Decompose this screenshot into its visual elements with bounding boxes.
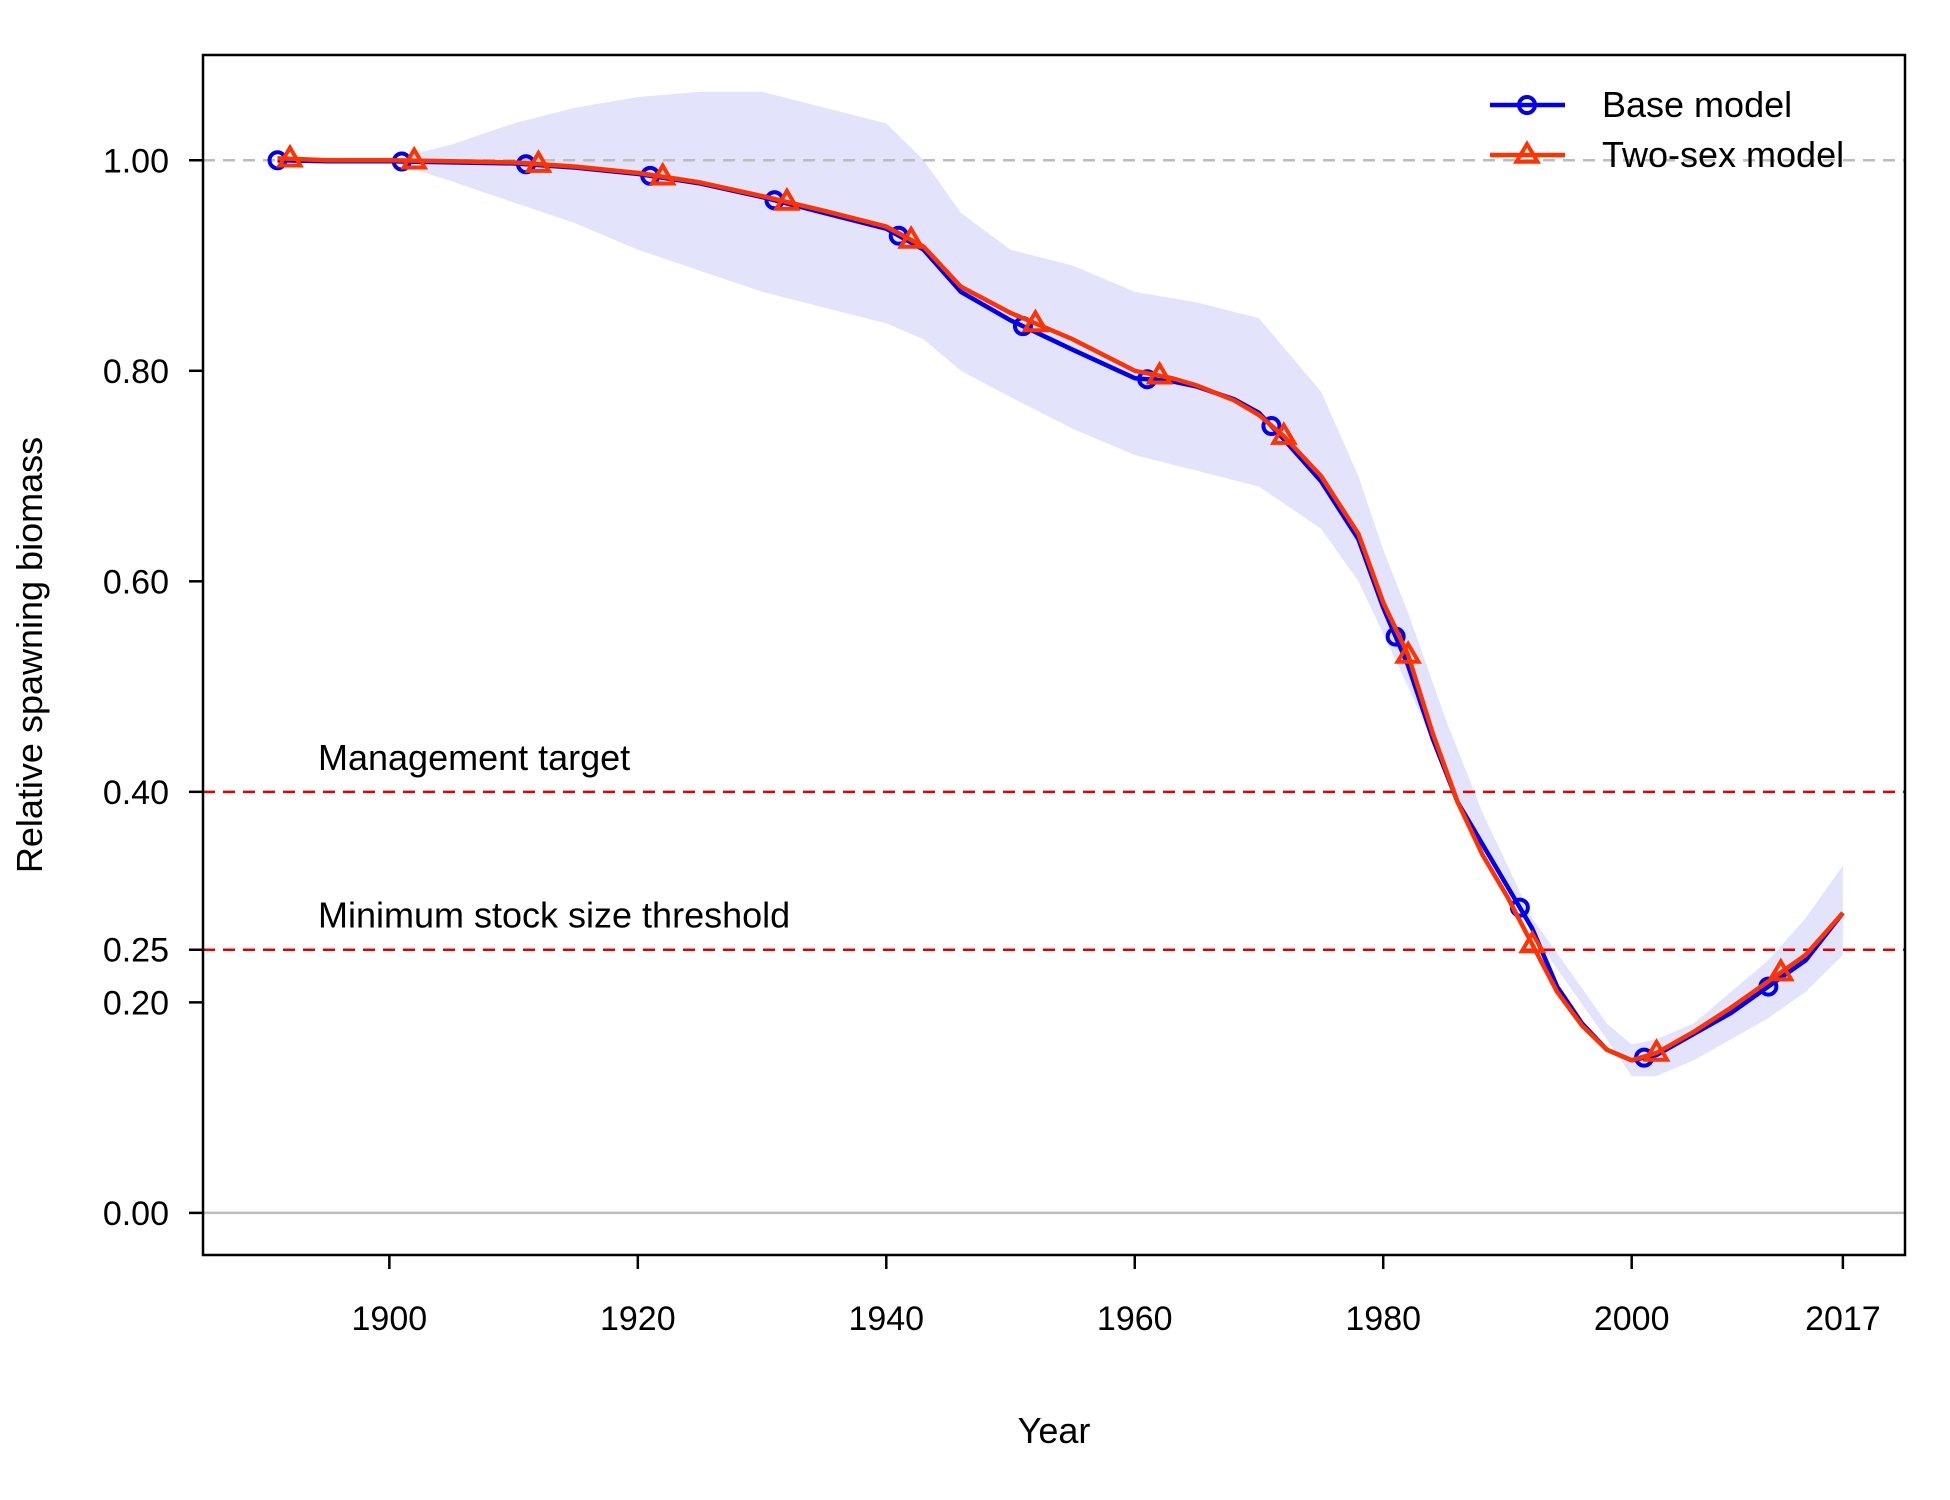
y-tick-label: 0.00 bbox=[103, 1195, 169, 1233]
plot-frame bbox=[201, 53, 1907, 1257]
x-tick-label: 1900 bbox=[352, 1300, 428, 1338]
series-point bbox=[648, 161, 677, 186]
x-tick-label: 1940 bbox=[848, 1300, 924, 1338]
x-axis-title: Year bbox=[1018, 1410, 1091, 1451]
series-1 bbox=[275, 143, 1845, 1063]
series-point bbox=[275, 143, 304, 168]
y-tick-label: 1.00 bbox=[103, 142, 169, 180]
legend: Base model Two-sex model bbox=[1490, 84, 1844, 175]
legend-item: Base model bbox=[1490, 84, 1792, 125]
y-tick-label: 0.60 bbox=[103, 563, 169, 601]
x-tick-label: 1960 bbox=[1097, 1300, 1173, 1338]
legend-item: Two-sex model bbox=[1490, 134, 1844, 175]
series-point bbox=[1518, 929, 1547, 954]
series-point bbox=[1269, 421, 1298, 445]
legend-marker bbox=[1512, 140, 1542, 164]
reference-line-label: Management target bbox=[318, 737, 630, 778]
legend-label: Base model bbox=[1602, 84, 1792, 125]
series-layer bbox=[267, 143, 1845, 1068]
series-point bbox=[1642, 1037, 1671, 1062]
y-tick-label: 0.80 bbox=[103, 353, 169, 391]
x-tick-label: 1980 bbox=[1345, 1300, 1421, 1338]
x-tick-label: 2017 bbox=[1805, 1300, 1881, 1338]
axes-layer: 1900 1920 1940 1960 1980 2000 2017 0.00 0.20 0.25… bbox=[103, 53, 1907, 1338]
y-tick-label: 0.25 bbox=[103, 932, 169, 970]
annotations-layer: Management target Minimum stock size thre… bbox=[318, 737, 790, 936]
uncertainty-band-layer bbox=[277, 91, 1843, 1077]
series-point bbox=[1394, 640, 1422, 664]
legend-label: Two-sex model bbox=[1602, 134, 1844, 175]
series-point bbox=[1021, 308, 1050, 333]
y-axis-title: Relative spawning biomass bbox=[9, 437, 50, 873]
x-tick-label: 2000 bbox=[1594, 1300, 1670, 1338]
x-tick-label: 1920 bbox=[600, 1300, 676, 1338]
series-point bbox=[400, 145, 429, 170]
series-point bbox=[772, 186, 801, 211]
y-tick-label: 0.20 bbox=[103, 984, 169, 1022]
y-tick-label: 0.40 bbox=[103, 774, 169, 812]
uncertainty-band bbox=[277, 91, 1843, 1077]
series-point bbox=[897, 224, 926, 249]
legend-marker bbox=[1517, 95, 1537, 115]
series-point bbox=[524, 149, 553, 173]
series-point bbox=[1766, 957, 1795, 982]
series-point bbox=[1261, 416, 1282, 437]
series-point bbox=[1145, 360, 1174, 385]
reference-line-label: Minimum stock size threshold bbox=[318, 895, 790, 936]
